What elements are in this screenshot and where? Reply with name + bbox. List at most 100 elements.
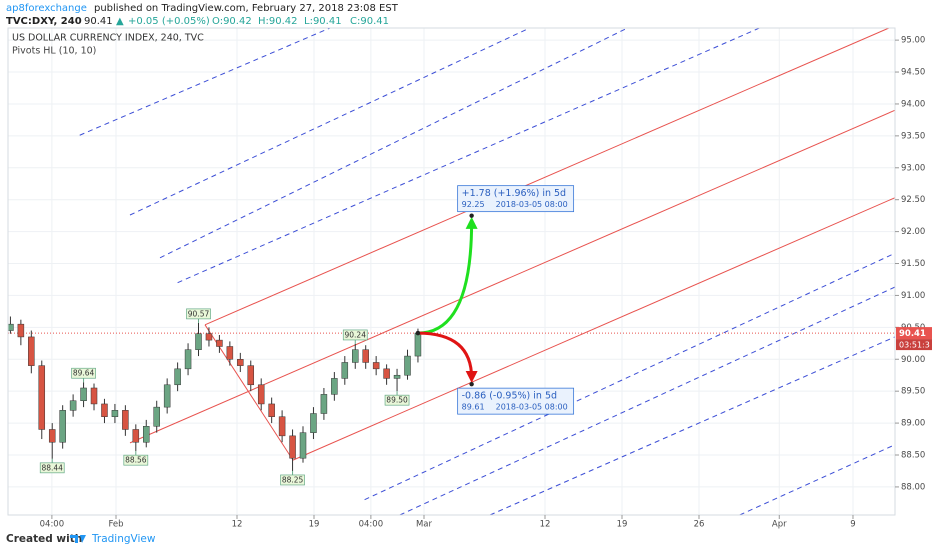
- footer-brand[interactable]: TradingView: [91, 533, 156, 545]
- candle-body: [404, 355, 411, 376]
- pivot-box: [280, 474, 305, 486]
- channel-line: [79, 28, 331, 136]
- pivot-box: [342, 329, 368, 341]
- countdown-tag: [896, 339, 932, 351]
- channel-line: [399, 286, 895, 515]
- candle-body: [174, 368, 181, 386]
- candle-body: [111, 410, 119, 417]
- candle-body: [383, 368, 390, 379]
- x-tick-label: 12: [540, 520, 551, 530]
- pivot-box: [71, 367, 96, 379]
- pivot-box: [39, 462, 65, 474]
- y-tick-label: 91.50: [901, 259, 925, 269]
- candle-body: [205, 333, 213, 341]
- candle-body: [48, 429, 56, 443]
- forecast-date: 2018-03-05 08:00: [496, 200, 568, 209]
- candle-body: [184, 349, 192, 370]
- pivot-label: 89.64: [73, 369, 95, 378]
- countdown-label: 03:51:3: [899, 341, 930, 350]
- channel-line: [129, 28, 530, 216]
- pivot-label: 89.50: [386, 396, 408, 405]
- y-tick-label: 89.50: [901, 387, 925, 397]
- pivot-label: 88.25: [282, 475, 304, 484]
- channel-line: [177, 28, 760, 284]
- x-tick-label: Apr: [772, 520, 787, 530]
- candle-body: [257, 384, 265, 405]
- logo-icon: [70, 535, 86, 543]
- forecast-price: 89.61: [462, 403, 485, 412]
- pivot-box: [384, 394, 410, 406]
- y-tick-label: 93.00: [901, 163, 925, 173]
- forecast-box: [457, 387, 575, 415]
- forecast-change: -0.86 (-0.95%) in 5d: [462, 391, 557, 402]
- y-tick-label: 93.50: [901, 131, 925, 141]
- forecast-arrow: [417, 331, 478, 383]
- candle-body: [8, 323, 14, 331]
- chart-title: US DOLLAR CURRENCY INDEX, 240, TVC: [12, 33, 204, 44]
- candle-body: [331, 378, 338, 395]
- publisher[interactable]: ap8forexchange: [6, 3, 87, 14]
- candle-body: [216, 339, 223, 347]
- candle-body: [80, 387, 87, 401]
- plot-area: 88.44 89.64 88.56 90.57 88.25 90.24 89.50: [8, 28, 895, 515]
- candle-body: [299, 432, 307, 459]
- candle-body: [69, 400, 77, 411]
- price-tag-label: 90.41: [899, 329, 926, 339]
- forecast-box: [457, 185, 575, 213]
- footer-created: Created with: [6, 533, 82, 545]
- candle-body: [90, 387, 98, 405]
- channel-line: [364, 252, 895, 501]
- y-tick-label: 88.50: [901, 451, 925, 461]
- y-tick-label: 89.00: [901, 419, 925, 429]
- forecast-change: +1.78 (+1.96%) in 5d: [462, 188, 566, 199]
- y-tick-label: 92.00: [901, 227, 925, 237]
- candle-body: [163, 384, 171, 408]
- candle-body: [17, 323, 25, 338]
- candle-body: [153, 406, 160, 427]
- forecast-date: 2018-03-05 08:00: [496, 403, 568, 412]
- candle-body: [38, 365, 46, 430]
- forecast-start: [415, 330, 421, 336]
- x-tick-label: 9: [850, 520, 855, 530]
- y-tick-label: 92.50: [901, 195, 925, 205]
- channel-line: [129, 109, 895, 444]
- forecast-arrow: [417, 216, 478, 335]
- candle-body: [132, 429, 140, 443]
- header-arrow: ▲: [116, 16, 124, 27]
- symbol: TVC:DXY, 240: [6, 16, 82, 27]
- channel-line: [489, 336, 895, 515]
- header-change: +0.05 (+0.05%): [128, 16, 210, 27]
- y-tick-label: 94.50: [901, 68, 925, 78]
- plot-frame: [7, 27, 896, 516]
- pivot-label: 90.24: [345, 330, 367, 339]
- candle-body: [372, 362, 380, 370]
- candle-body: [414, 332, 422, 357]
- channel-line: [739, 444, 895, 515]
- x-tick-label: 12: [232, 520, 243, 530]
- ohlc-label: C:90.41: [350, 16, 389, 27]
- pivot-box: [186, 308, 211, 320]
- candle-body: [143, 426, 150, 443]
- ohlc-label: L:90.41: [304, 16, 342, 27]
- candle-body: [226, 346, 234, 360]
- channel-line: [204, 28, 891, 326]
- y-tick-label: 91.00: [901, 291, 925, 301]
- candle-body: [28, 336, 35, 366]
- candle-body: [268, 403, 275, 417]
- candle-body: [393, 374, 401, 379]
- candle-body: [289, 435, 296, 459]
- candle-body: [278, 416, 286, 437]
- x-tick-label: 19: [309, 520, 320, 530]
- candle-body: [362, 349, 369, 363]
- x-tick-label: Feb: [108, 520, 123, 530]
- pivot-label: 88.44: [41, 463, 63, 472]
- candle-body: [247, 365, 255, 386]
- indicator: Pivots HL (10, 10): [12, 46, 96, 57]
- forecast-end: [469, 213, 474, 218]
- candle-body: [310, 413, 317, 433]
- y-tick-label: 88.00: [901, 482, 925, 492]
- forecast-price: 92.25: [462, 200, 485, 209]
- channel-line: [159, 28, 628, 259]
- published-line: published on TradingView.com, February 2…: [94, 3, 399, 14]
